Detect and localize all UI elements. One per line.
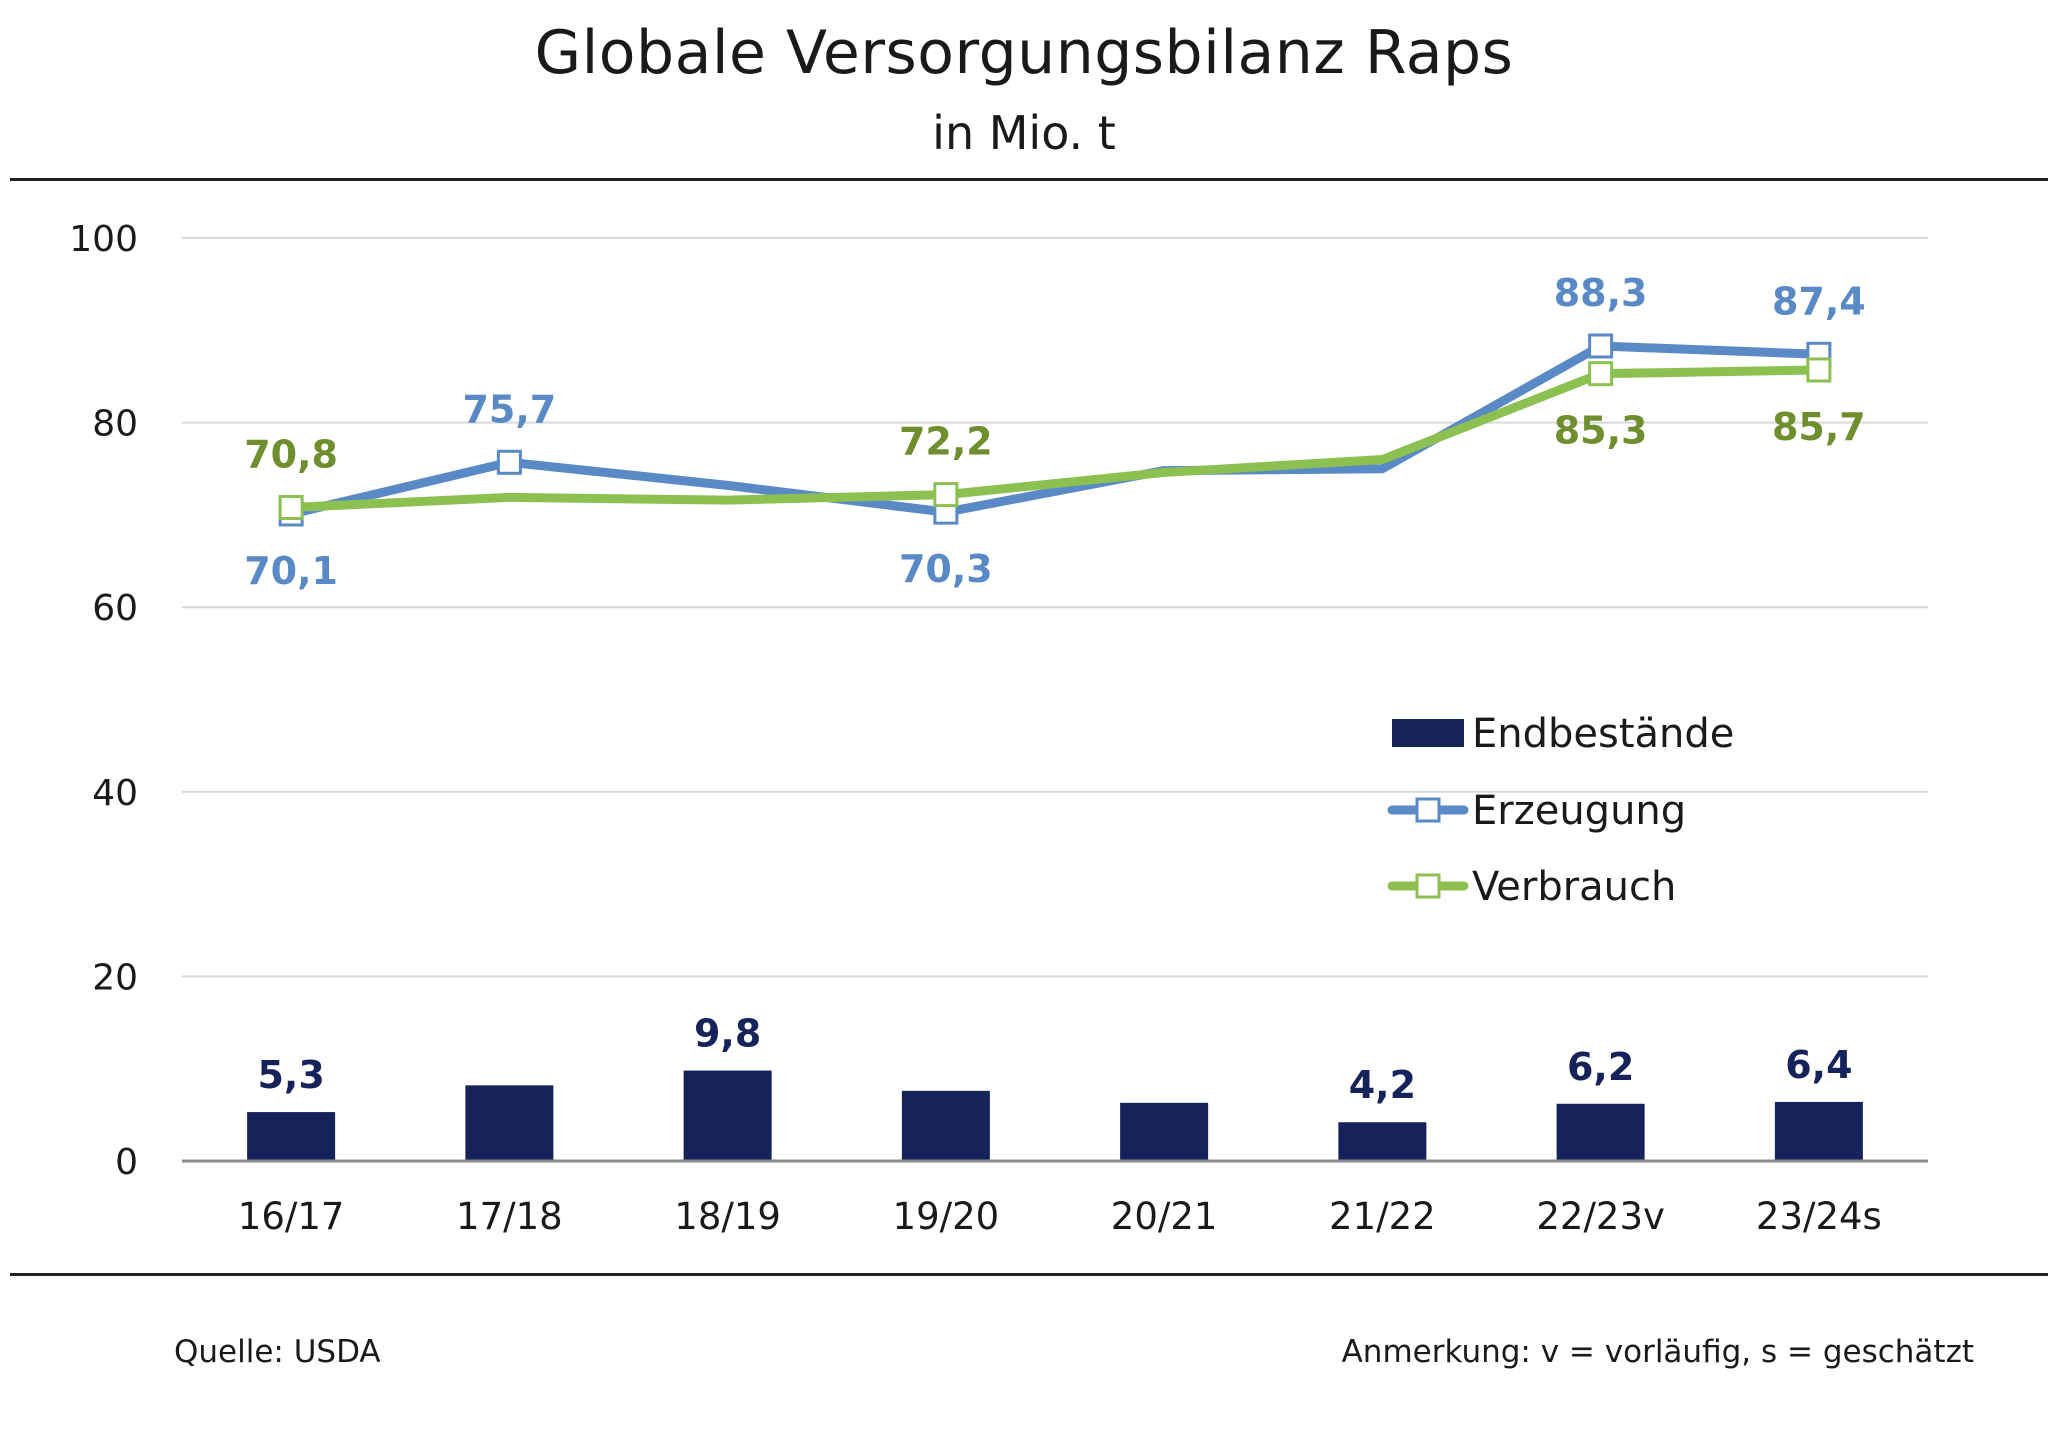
bar-data-label: 6,2 [1567, 1045, 1634, 1089]
x-tick-label: 20/21 [1111, 1195, 1218, 1238]
y-tick-label: 0 [115, 1142, 138, 1183]
y-tick-label: 40 [92, 773, 138, 814]
bar-endbestaende [683, 1070, 772, 1161]
line-data-label-erzeugung: 70,3 [899, 547, 993, 591]
y-tick-label: 60 [92, 588, 138, 629]
line-erzeugung [286, 341, 1824, 519]
line-data-label-erzeugung: 75,7 [462, 387, 556, 431]
bar-endbestaende [1556, 1103, 1645, 1161]
bar-data-label: 4,2 [1349, 1063, 1416, 1107]
bar-endbestaende [1120, 1102, 1209, 1161]
bar-data-label: 6,4 [1785, 1043, 1852, 1087]
line-data-label-erzeugung: 70,1 [244, 549, 338, 593]
marker-erzeugung [496, 449, 522, 475]
bar-endbestaende [465, 1085, 554, 1161]
line-data-label-verbrauch: 85,3 [1554, 409, 1648, 453]
bar-endbestaende [247, 1112, 336, 1161]
legend-label: Erzeugung [1472, 788, 1686, 834]
marker-verbrauch [933, 482, 959, 508]
marker-erzeugung [1588, 333, 1614, 359]
y-tick-label: 20 [92, 957, 138, 998]
x-tick-label: 22/23v [1536, 1195, 1665, 1238]
legend-swatch-endbestaende [1392, 719, 1464, 747]
legend-marker-erzeugung [1415, 797, 1441, 823]
y-tick-label: 100 [69, 219, 138, 260]
bar-endbestaende [1774, 1101, 1863, 1161]
legend-label: Endbestände [1472, 711, 1734, 757]
line-data-label-erzeugung: 88,3 [1554, 271, 1648, 315]
x-tick-label: 19/20 [893, 1195, 1000, 1238]
marker-verbrauch [1806, 357, 1832, 383]
y-tick-label: 80 [92, 404, 138, 445]
remark-note: Anmerkung: v = vorläufig, s = geschätzt [1341, 1334, 1974, 1370]
bar-data-label: 9,8 [694, 1012, 761, 1056]
line-data-label-verbrauch: 85,7 [1772, 405, 1866, 449]
marker-verbrauch [1588, 361, 1614, 387]
legend-marker-verbrauch [1415, 873, 1441, 899]
chart-title: Globale Versorgungsbilanz Raps [534, 18, 1514, 88]
line-data-label-verbrauch: 72,2 [899, 420, 993, 464]
bar-endbestaende [901, 1090, 990, 1161]
legend-label: Verbrauch [1472, 864, 1676, 910]
top-divider [10, 178, 2048, 181]
line-verbrauch [286, 365, 1824, 513]
line-data-label-verbrauch: 70,8 [244, 433, 338, 477]
bottom-divider [10, 1273, 2048, 1276]
bar-data-label: 5,3 [257, 1053, 324, 1097]
marker-verbrauch [278, 495, 304, 521]
x-tick-label: 16/17 [238, 1195, 345, 1238]
x-tick-label: 21/22 [1329, 1195, 1436, 1238]
bar-endbestaende [1338, 1122, 1427, 1161]
source-note: Quelle: USDA [174, 1334, 381, 1370]
x-tick-label: 23/24s [1756, 1195, 1882, 1238]
x-tick-label: 17/18 [456, 1195, 563, 1238]
x-tick-label: 18/19 [674, 1195, 781, 1238]
chart-subtitle: in Mio. t [932, 106, 1116, 160]
line-data-label-erzeugung: 87,4 [1772, 279, 1866, 323]
